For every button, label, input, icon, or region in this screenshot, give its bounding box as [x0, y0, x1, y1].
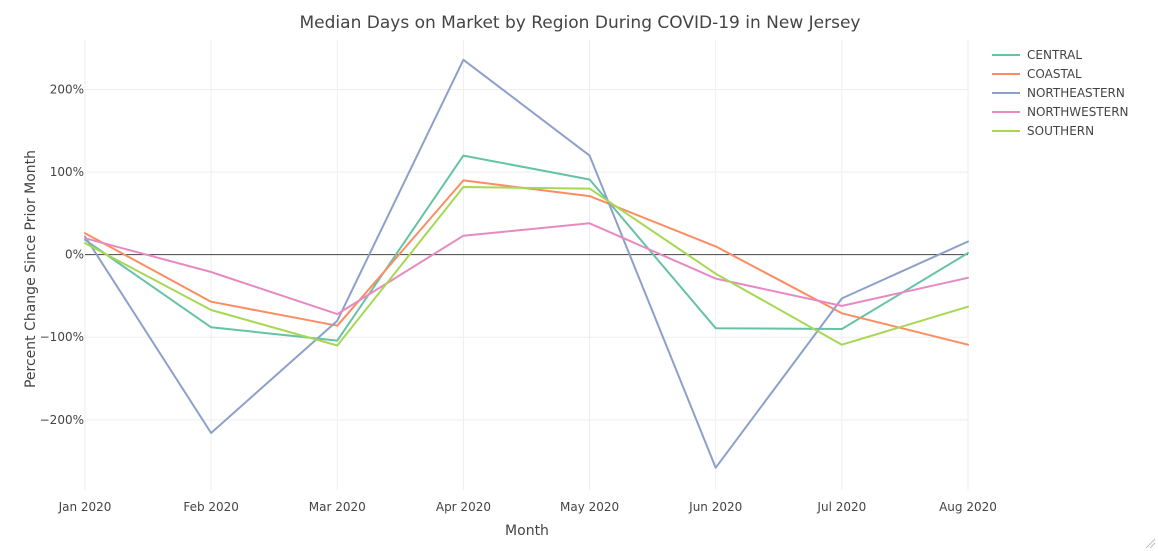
y-tick-label: −100%	[40, 330, 84, 344]
legend-label: COASTAL	[1027, 67, 1082, 81]
legend-label: SOUTHERN	[1027, 124, 1094, 138]
legend-label: CENTRAL	[1027, 48, 1082, 62]
legend-label: NORTHEASTERN	[1027, 86, 1125, 100]
x-tick-label: Jan 2020	[58, 500, 112, 514]
legend-item-northwestern[interactable]: NORTHWESTERN	[992, 105, 1129, 119]
legend-item-southern[interactable]: SOUTHERN	[992, 124, 1094, 138]
series-line-central[interactable]	[84, 154, 969, 342]
series-line-southern[interactable]	[84, 186, 969, 347]
y-tick-label: −200%	[40, 413, 84, 427]
grid-lines	[84, 40, 969, 490]
y-tick-label: 100%	[50, 165, 84, 179]
x-tick-label: Jun 2020	[688, 500, 742, 514]
legend-label: NORTHWESTERN	[1027, 105, 1129, 119]
legend-item-central[interactable]: CENTRAL	[992, 48, 1082, 62]
y-tick-label: 200%	[50, 83, 84, 97]
legend-item-coastal[interactable]: COASTAL	[992, 67, 1082, 81]
x-tick-label: Apr 2020	[436, 500, 491, 514]
series-lines	[84, 58, 969, 469]
x-axis-ticks: Jan 2020 Feb 2020 Mar 2020 Apr 2020 May 2020…	[58, 500, 997, 514]
y-axis-ticks: −200% −100% 0% 100% 200%	[40, 83, 84, 427]
y-axis-title: Percent Change Since Prior Month	[23, 150, 39, 388]
legend[interactable]: CENTRAL COASTAL NORTHEASTERN NORTHWESTERN SO…	[992, 48, 1129, 138]
x-tick-label: Feb 2020	[183, 500, 239, 514]
y-tick-label: 0%	[65, 248, 84, 262]
series-line-northwestern[interactable]	[84, 222, 969, 316]
resize-handle-icon[interactable]	[1145, 538, 1156, 549]
x-tick-label: Mar 2020	[309, 500, 366, 514]
x-axis-title: Month	[505, 523, 549, 539]
x-tick-label: May 2020	[560, 500, 619, 514]
chart-title: Median Days on Market by Region During C…	[300, 13, 861, 33]
x-tick-label: Jul 2020	[816, 500, 866, 514]
series-line-coastal[interactable]	[84, 179, 969, 346]
legend-item-northeastern[interactable]: NORTHEASTERN	[992, 86, 1125, 100]
x-tick-label: Aug 2020	[939, 500, 997, 514]
series-line-northeastern[interactable]	[84, 58, 969, 469]
